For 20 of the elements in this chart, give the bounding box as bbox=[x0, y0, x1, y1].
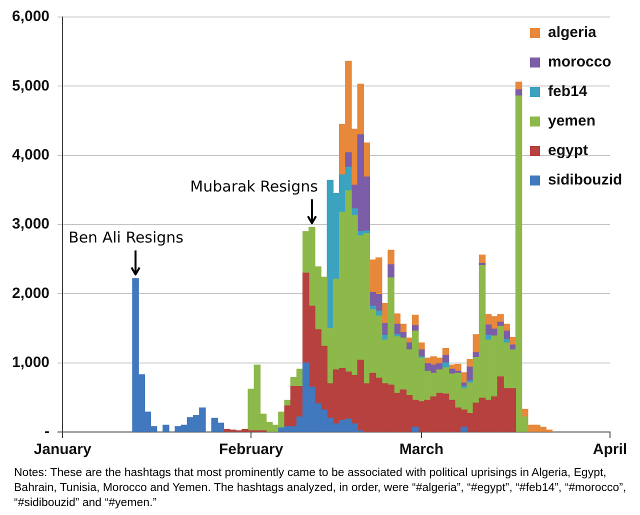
y-tick-label: - bbox=[44, 423, 50, 440]
y-tick-label: 1,000 bbox=[12, 354, 50, 371]
x-tick-label: January bbox=[34, 441, 92, 458]
annotation: Mubarak Resigns bbox=[190, 177, 318, 196]
text: Notes: These are the hashtags that most prominently came to be associated with political uprisings in Algeria, Egypt, Bahrain, Tunisia, Morocco and Yemen. The hashtags analyzed, in order, were “#algeria”, “#egypt”, “#feb14”, “#morocco”, “#sidibouzid” and “#yemen.” bbox=[14, 466, 628, 511]
x-tick-label: February bbox=[219, 441, 284, 458]
y-tick-label: 3,000 bbox=[12, 216, 50, 233]
legend-label: yemen bbox=[548, 112, 596, 130]
x-tick-label: March bbox=[399, 441, 444, 458]
annotation: Ben Ali Resigns bbox=[68, 228, 184, 246]
legend-label: morocco bbox=[548, 54, 612, 71]
legend-label: sidibouzid bbox=[548, 172, 622, 189]
x-tick-label: April bbox=[592, 441, 628, 458]
legend-label: feb14 bbox=[548, 83, 588, 100]
legend-label: egypt bbox=[548, 142, 588, 160]
y-tick-label: 2,000 bbox=[12, 284, 50, 302]
legend-label: algeria bbox=[548, 24, 598, 42]
y-tick-label: 5,000 bbox=[12, 77, 50, 94]
y-tick-label: 6,000 bbox=[12, 8, 50, 26]
y-tick-label: 4,000 bbox=[12, 146, 50, 164]
